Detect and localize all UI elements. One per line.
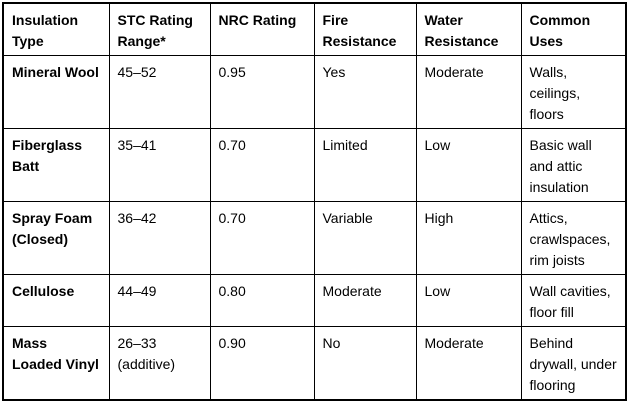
cell-fire-resistance: Variable bbox=[313, 201, 417, 275]
cell-water-resistance: Moderate bbox=[415, 326, 522, 401]
column-header-stc-rating-range: STC Rating Range* bbox=[108, 2, 211, 56]
table-row-fiberglass-batt: Fiberglass Batt 35–41 0.70 Limited Low B… bbox=[2, 128, 627, 202]
cell-stc-rating: 45–52 bbox=[108, 55, 211, 129]
cell-common-uses: Basic wall and attic insulation bbox=[520, 128, 627, 202]
table-row-mineral-wool: Mineral Wool 45–52 0.95 Yes Moderate Wal… bbox=[2, 55, 627, 129]
column-header-insulation-type: Insulation Type bbox=[2, 2, 110, 56]
cell-insulation-type: Fiberglass Batt bbox=[2, 128, 110, 202]
cell-nrc-rating: 0.90 bbox=[209, 326, 315, 401]
table-row-cellulose: Cellulose 44–49 0.80 Moderate Low Wall c… bbox=[2, 274, 627, 327]
cell-common-uses: Walls, ceilings, floors bbox=[520, 55, 627, 129]
cell-water-resistance: High bbox=[415, 201, 522, 275]
cell-fire-resistance: Yes bbox=[313, 55, 417, 129]
cell-water-resistance: Low bbox=[415, 128, 522, 202]
column-header-common-uses: Common Uses bbox=[520, 2, 627, 56]
table-row-spray-foam-closed: Spray Foam (Closed) 36–42 0.70 Variable … bbox=[2, 201, 627, 275]
cell-water-resistance: Low bbox=[415, 274, 522, 327]
cell-stc-rating: 26–33 (additive) bbox=[108, 326, 211, 401]
cell-common-uses: Wall cavities, floor fill bbox=[520, 274, 627, 327]
column-header-water-resistance: Water Resistance bbox=[415, 2, 522, 56]
cell-fire-resistance: Limited bbox=[313, 128, 417, 202]
cell-insulation-type: Mineral Wool bbox=[2, 55, 110, 129]
column-header-fire-resistance: Fire Resistance bbox=[313, 2, 417, 56]
header-row: Insulation Type STC Rating Range* NRC Ra… bbox=[2, 2, 627, 56]
cell-stc-rating: 35–41 bbox=[108, 128, 211, 202]
cell-common-uses: Attics, crawlspaces, rim joists bbox=[520, 201, 627, 275]
cell-insulation-type: Spray Foam (Closed) bbox=[2, 201, 110, 275]
cell-common-uses: Behind drywall, under flooring bbox=[520, 326, 627, 401]
table-row-mass-loaded-vinyl: Mass Loaded Vinyl 26–33 (additive) 0.90 … bbox=[2, 326, 627, 401]
cell-nrc-rating: 0.70 bbox=[209, 201, 315, 275]
cell-fire-resistance: Moderate bbox=[313, 274, 417, 327]
cell-insulation-type: Mass Loaded Vinyl bbox=[2, 326, 110, 401]
cell-nrc-rating: 0.80 bbox=[209, 274, 315, 327]
cell-nrc-rating: 0.70 bbox=[209, 128, 315, 202]
cell-nrc-rating: 0.95 bbox=[209, 55, 315, 129]
cell-stc-rating: 36–42 bbox=[108, 201, 211, 275]
cell-insulation-type: Cellulose bbox=[2, 274, 110, 327]
cell-fire-resistance: No bbox=[313, 326, 417, 401]
cell-water-resistance: Moderate bbox=[415, 55, 522, 129]
column-header-nrc-rating: NRC Rating bbox=[209, 2, 315, 56]
cell-stc-rating: 44–49 bbox=[108, 274, 211, 327]
